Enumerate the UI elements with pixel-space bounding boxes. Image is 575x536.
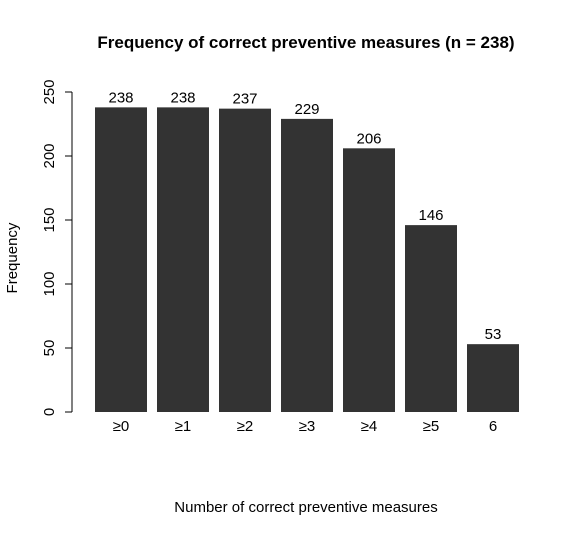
x-tick-label: ≥3 xyxy=(299,418,316,435)
y-tick-label: 50 xyxy=(41,340,58,357)
bar xyxy=(467,344,519,412)
bar xyxy=(95,107,147,413)
y-tick-label: 0 xyxy=(41,408,58,416)
x-tick-label: ≥0 xyxy=(113,418,130,435)
x-tick-label: ≥1 xyxy=(175,418,192,435)
bar-value-label: 206 xyxy=(356,130,381,147)
x-tick-labels-group: ≥0 ≥1 ≥2 ≥3 ≥4 ≥5 6 xyxy=(113,418,497,435)
bar-value-label: 238 xyxy=(108,89,133,106)
y-axis: 0 50 100 150 200 250 xyxy=(41,79,72,416)
chart-title: Frequency of correct preventive measures… xyxy=(97,33,514,52)
x-axis-label: Number of correct preventive measures xyxy=(174,499,437,516)
bar xyxy=(157,107,209,413)
bars-group xyxy=(95,107,519,413)
x-tick-label: ≥2 xyxy=(237,418,254,435)
bar-value-label: 229 xyxy=(294,101,319,118)
bar-value-label: 53 xyxy=(485,326,502,343)
x-tick-label: ≥4 xyxy=(361,418,378,435)
y-tick-label: 200 xyxy=(41,143,58,168)
x-tick-label: ≥5 xyxy=(423,418,440,435)
data-labels-group: 238 238 237 229 206 146 53 xyxy=(108,89,501,343)
bar-value-label: 146 xyxy=(418,207,443,224)
y-tick-label: 100 xyxy=(41,271,58,296)
bar xyxy=(281,118,333,412)
y-tick-label: 150 xyxy=(41,207,58,232)
x-tick-label: 6 xyxy=(489,418,497,435)
bar xyxy=(405,225,457,412)
bar xyxy=(343,148,395,412)
bar xyxy=(219,108,271,412)
y-axis-label: Frequency xyxy=(4,222,21,293)
y-tick-label: 250 xyxy=(41,79,58,104)
bar-value-label: 238 xyxy=(170,89,195,106)
bar-value-label: 237 xyxy=(232,91,257,108)
